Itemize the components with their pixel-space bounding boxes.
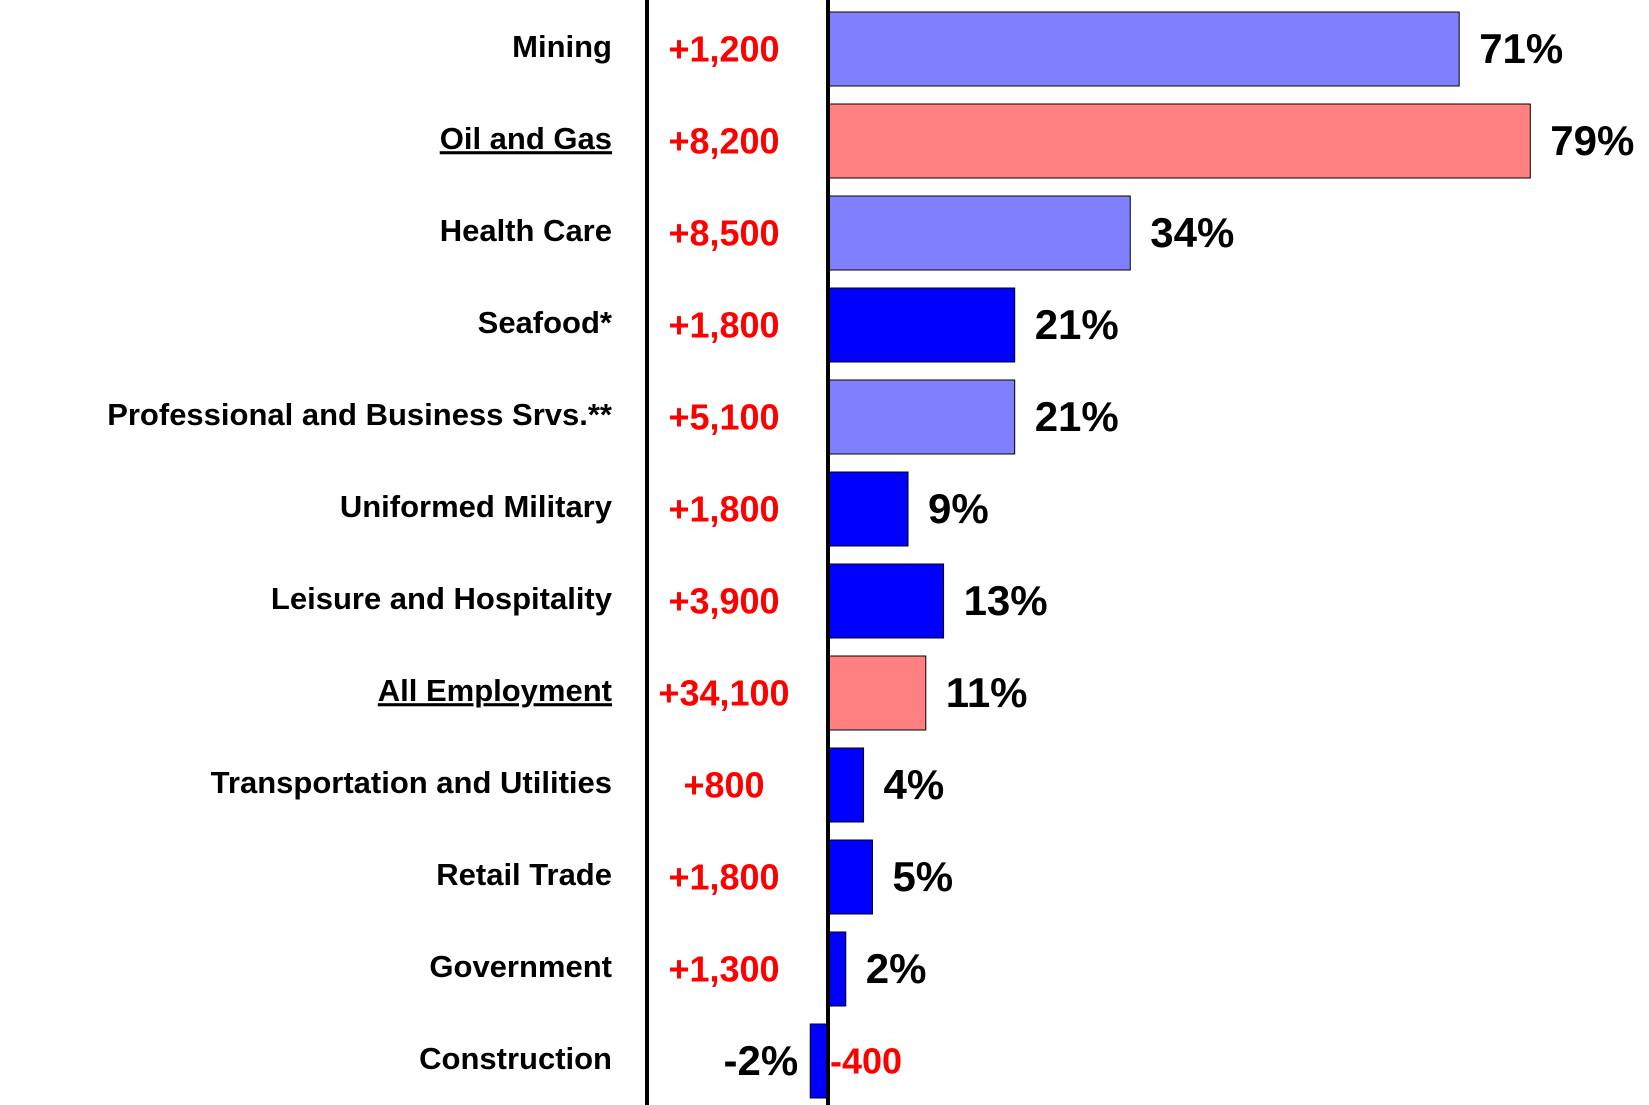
change-label: +1,200 — [668, 29, 779, 70]
change-label: +1,800 — [668, 489, 779, 530]
bar — [827, 103, 1531, 179]
category-label: Transportation and Utilities — [211, 765, 612, 800]
change-label: -400 — [830, 1041, 902, 1082]
bar — [827, 747, 865, 823]
change-label: +1,300 — [668, 949, 779, 990]
value-label: 79% — [1550, 117, 1634, 164]
value-label: 13% — [964, 577, 1048, 624]
change-label: +1,800 — [668, 857, 779, 898]
value-label: 4% — [884, 761, 945, 808]
value-label: 71% — [1479, 25, 1563, 72]
change-label: +34,100 — [658, 673, 789, 714]
value-label: 21% — [1035, 301, 1119, 348]
bar — [827, 655, 927, 731]
bar — [827, 563, 945, 639]
category-label: All Employment — [378, 673, 612, 708]
category-label: Health Care — [440, 213, 612, 248]
value-label: -2% — [724, 1037, 799, 1084]
category-label: Oil and Gas — [440, 121, 612, 156]
category-label: Construction — [419, 1041, 612, 1076]
change-label: +1,800 — [668, 305, 779, 346]
value-label: 34% — [1150, 209, 1234, 256]
bar — [827, 471, 909, 547]
value-label: 5% — [892, 853, 953, 900]
change-label: +8,200 — [668, 121, 779, 162]
bar — [827, 195, 1131, 271]
bar — [827, 379, 1016, 455]
value-label: 9% — [928, 485, 989, 532]
category-label: Mining — [512, 29, 612, 64]
bar — [809, 1023, 829, 1099]
bar — [827, 11, 1460, 87]
category-label: Seafood* — [478, 305, 613, 340]
bar — [827, 287, 1016, 363]
change-label: +800 — [683, 765, 764, 806]
value-label: 11% — [946, 669, 1028, 716]
category-label: Leisure and Hospitality — [271, 581, 613, 616]
change-label: +8,500 — [668, 213, 779, 254]
bar — [827, 839, 873, 915]
category-label: Uniformed Military — [340, 489, 613, 524]
value-label: 21% — [1035, 393, 1119, 440]
change-label: +5,100 — [668, 397, 779, 438]
category-label: Government — [429, 949, 612, 984]
category-label: Professional and Business Srvs.** — [107, 397, 613, 432]
category-label: Retail Trade — [436, 857, 612, 892]
bar — [827, 931, 847, 1007]
value-label: 2% — [866, 945, 927, 992]
change-label: +3,900 — [668, 581, 779, 622]
